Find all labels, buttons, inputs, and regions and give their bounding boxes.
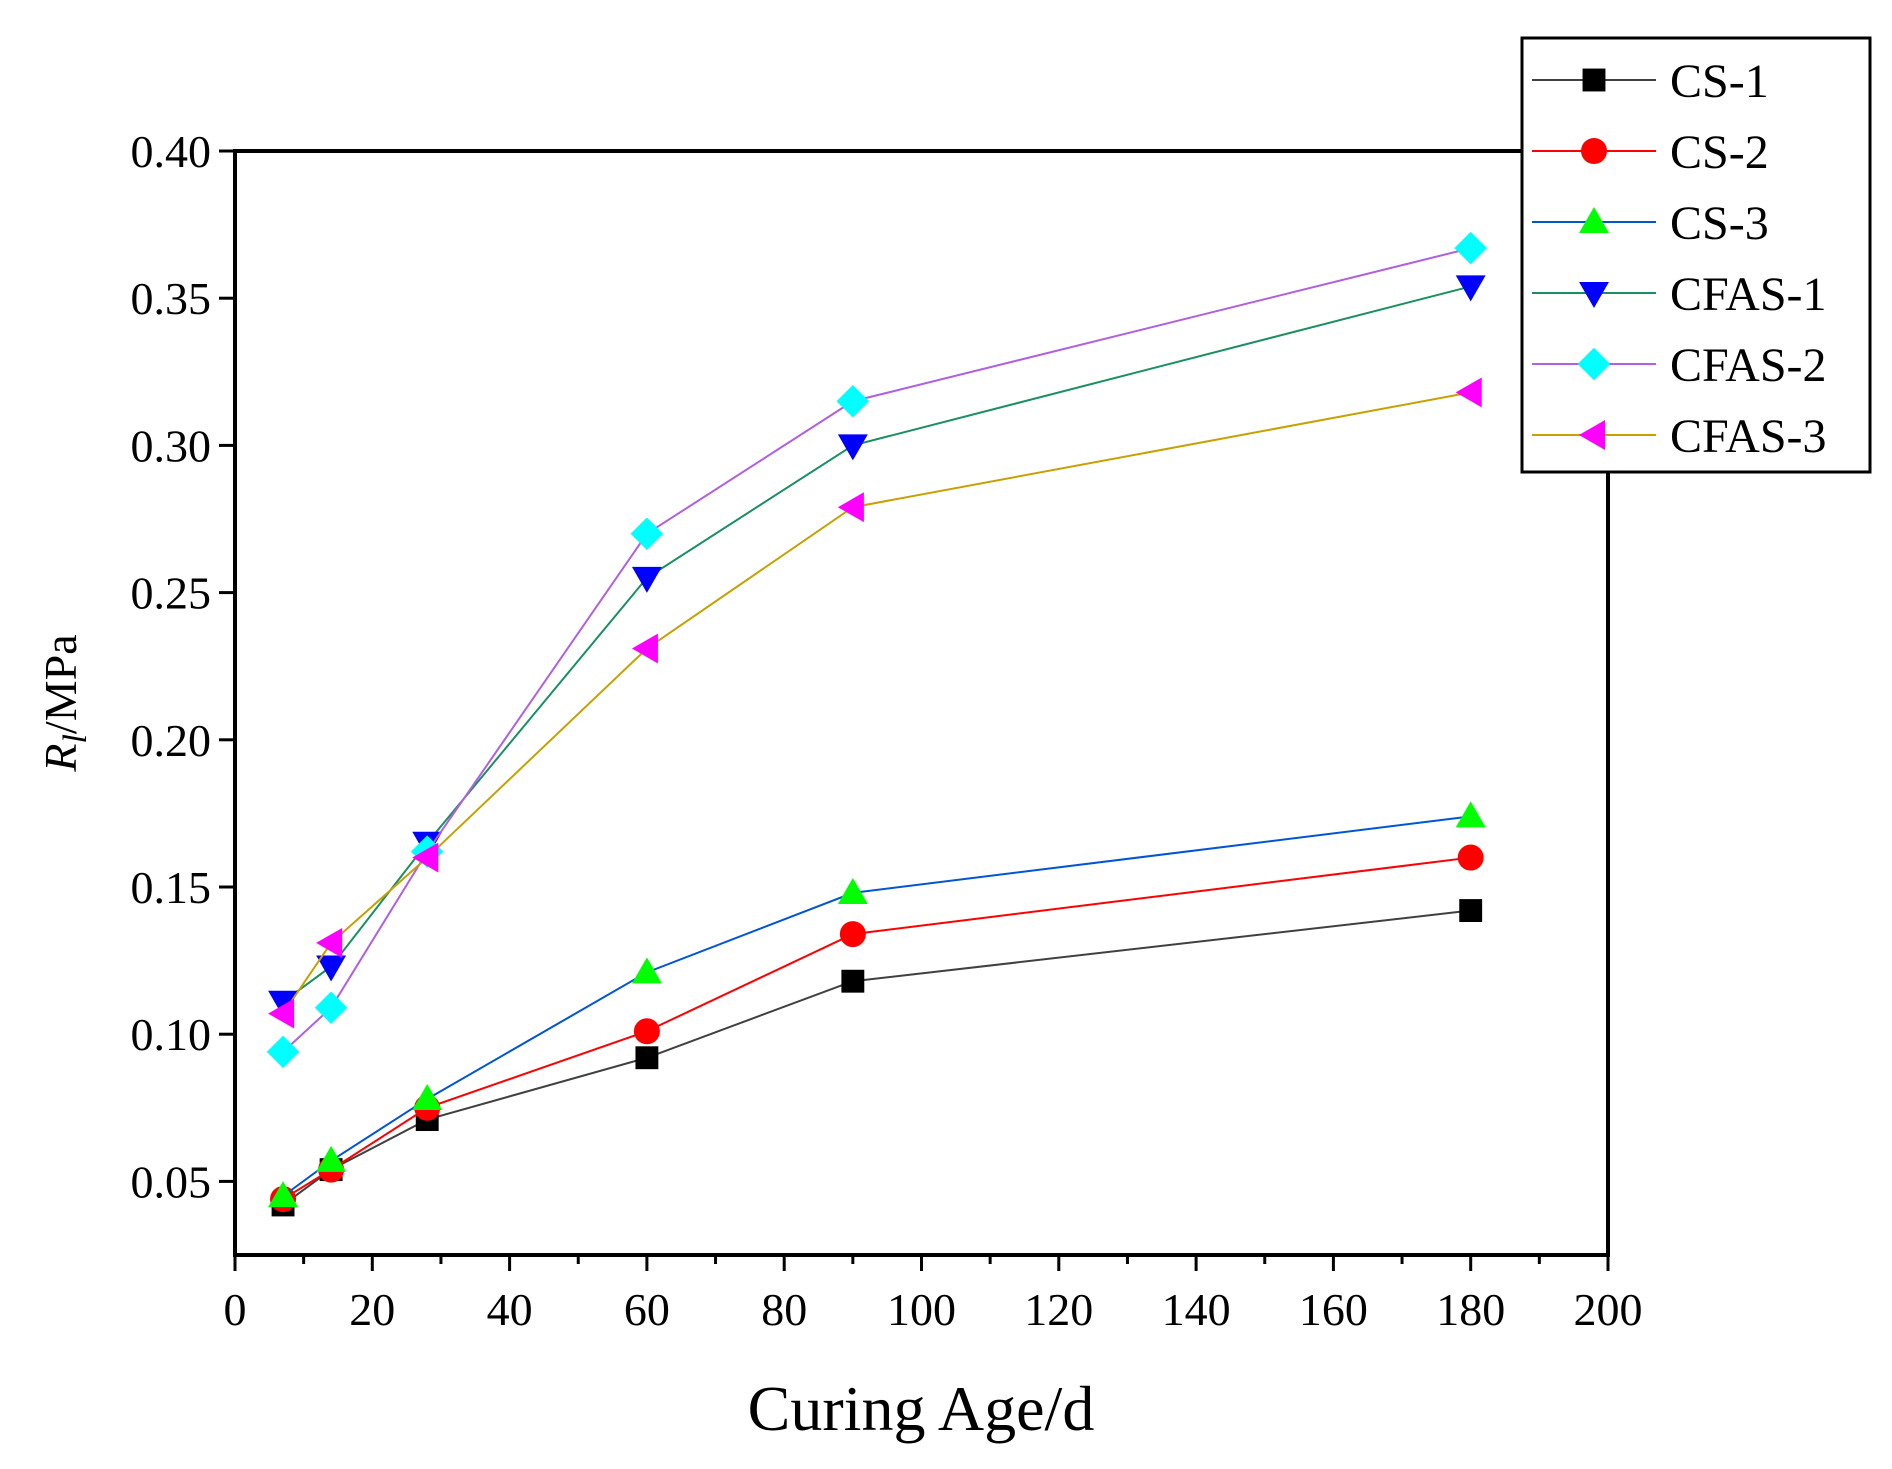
legend-marker-cs-2 xyxy=(1581,138,1607,164)
legend-marker-cs-3 xyxy=(1579,207,1609,234)
data-point-cs-2 xyxy=(839,921,866,948)
series-cfas-3 xyxy=(268,377,1482,1029)
x-axis-title: Curing Age/d xyxy=(748,1373,1095,1444)
series-cs-3 xyxy=(268,801,1486,1208)
data-point-cfas-2 xyxy=(314,991,348,1024)
data-point-cs-2 xyxy=(633,1018,660,1045)
data-point-cs-3 xyxy=(631,957,662,984)
data-point-cfas-1 xyxy=(837,434,868,461)
series-line-cfas-1 xyxy=(282,285,1471,1003)
plot-frame xyxy=(233,149,1610,1257)
x-tick-label: 140 xyxy=(1162,1284,1231,1335)
data-point-cs-3 xyxy=(412,1084,443,1111)
legend-item-cfas-2: CFAS-2 xyxy=(1532,339,1827,392)
legend-label-cfas-3: CFAS-3 xyxy=(1670,410,1827,463)
legend-marker-cfas-3 xyxy=(1579,420,1606,450)
x-tick-label: 0 xyxy=(224,1284,247,1335)
series-cs-2 xyxy=(270,844,1484,1213)
data-point-cs-1 xyxy=(1459,899,1483,922)
legend-item-cfas-1: CFAS-1 xyxy=(1532,268,1827,321)
y-tick-label: 0.20 xyxy=(131,715,212,766)
legend-item-cs-2: CS-2 xyxy=(1532,126,1769,179)
legend-label-cs-3: CS-3 xyxy=(1670,197,1769,250)
legend-marker-cfas-1 xyxy=(1579,281,1609,308)
x-tick-label: 200 xyxy=(1574,1284,1643,1335)
x-tick-label: 120 xyxy=(1024,1284,1093,1335)
data-point-cfas-1 xyxy=(316,955,347,982)
data-point-cfas-1 xyxy=(1455,275,1486,302)
data-point-cfas-2 xyxy=(836,384,870,418)
data-point-cs-3 xyxy=(268,1181,299,1208)
series-cfas-2 xyxy=(266,231,1487,1069)
series-cfas-1 xyxy=(268,275,1486,1017)
series-line-cs-2 xyxy=(282,856,1471,1200)
data-point-cfas-2 xyxy=(266,1035,300,1069)
x-tick-label: 20 xyxy=(349,1284,395,1335)
data-point-cs-1 xyxy=(841,969,865,993)
y-tick-label: 0.30 xyxy=(131,420,212,471)
data-point-cs-3 xyxy=(316,1145,347,1172)
legend-marker-cs-1 xyxy=(1582,68,1606,92)
data-point-cfas-3 xyxy=(268,998,295,1029)
legend-items: CS-1 CS-2 CS-3 CFAS-1 CFAS-2 CFAS-3 xyxy=(1532,55,1827,463)
data-point-cs-2 xyxy=(1457,844,1484,871)
legend-item-cs-3: CS-3 xyxy=(1532,197,1769,250)
y-tick-label: 0.10 xyxy=(131,1009,212,1060)
legend-label-cfas-1: CFAS-1 xyxy=(1670,268,1827,321)
data-point-cfas-3 xyxy=(412,842,439,873)
data-point-cfas-1 xyxy=(631,566,662,593)
y-tick-label: 0.25 xyxy=(131,568,212,619)
y-tick-label: 0.40 xyxy=(131,126,212,177)
legend: CS-1 CS-2 CS-3 CFAS-1 CFAS-2 CFAS-3 xyxy=(1520,36,1872,474)
series-cs-1 xyxy=(271,899,1483,1217)
data-point-cfas-3 xyxy=(316,927,343,958)
x-tick-label: 60 xyxy=(624,1284,670,1335)
data-point-cfas-3 xyxy=(1455,377,1482,408)
data-point-cs-1 xyxy=(635,1046,659,1070)
y-tick-label: 0.05 xyxy=(131,1156,212,1207)
x-tick-label: 180 xyxy=(1436,1284,1505,1335)
series-layer xyxy=(266,231,1487,1217)
y-tick-label: 0.35 xyxy=(131,273,212,324)
y-axis-title-subscript: l xyxy=(57,734,94,743)
series-line-cs-3 xyxy=(282,815,1471,1197)
series-line-cs-1 xyxy=(282,909,1471,1206)
data-point-cfas-3 xyxy=(631,633,658,664)
legend-item-cs-1: CS-1 xyxy=(1532,55,1769,108)
legend-label-cs-1: CS-1 xyxy=(1670,55,1769,108)
y-tick-label: 0.15 xyxy=(131,862,212,913)
x-tick-label: 160 xyxy=(1299,1284,1368,1335)
data-point-cfas-1 xyxy=(268,990,299,1017)
plot-area xyxy=(233,149,1610,1257)
data-point-cfas-2 xyxy=(1454,231,1487,265)
y-axis-title: Rl/MPa xyxy=(35,634,94,772)
x-tick-label: 100 xyxy=(887,1284,956,1335)
x-tick-label: 40 xyxy=(487,1284,533,1335)
y-axis-title-symbol: R xyxy=(35,744,86,773)
legend-label-cs-2: CS-2 xyxy=(1670,126,1769,179)
x-axis: 0 20 40 60 80 100 120 140 160 180 200 xyxy=(224,1255,1643,1335)
series-line-cfas-3 xyxy=(282,391,1471,1015)
legend-marker-cfas-2 xyxy=(1577,347,1611,381)
y-axis: 0.05 0.10 0.15 0.20 0.25 0.30 0.35 0.40 xyxy=(131,126,235,1207)
data-point-cs-3 xyxy=(837,877,868,904)
y-axis-title-unit: /MPa xyxy=(35,634,86,734)
data-point-cfas-3 xyxy=(837,492,864,523)
x-tick-label: 80 xyxy=(761,1284,807,1335)
legend-label-cfas-2: CFAS-2 xyxy=(1670,339,1827,392)
legend-item-cfas-3: CFAS-3 xyxy=(1532,410,1827,463)
legend-box xyxy=(1520,36,1872,474)
data-point-cfas-2 xyxy=(630,517,664,550)
data-point-cs-3 xyxy=(1455,801,1486,828)
